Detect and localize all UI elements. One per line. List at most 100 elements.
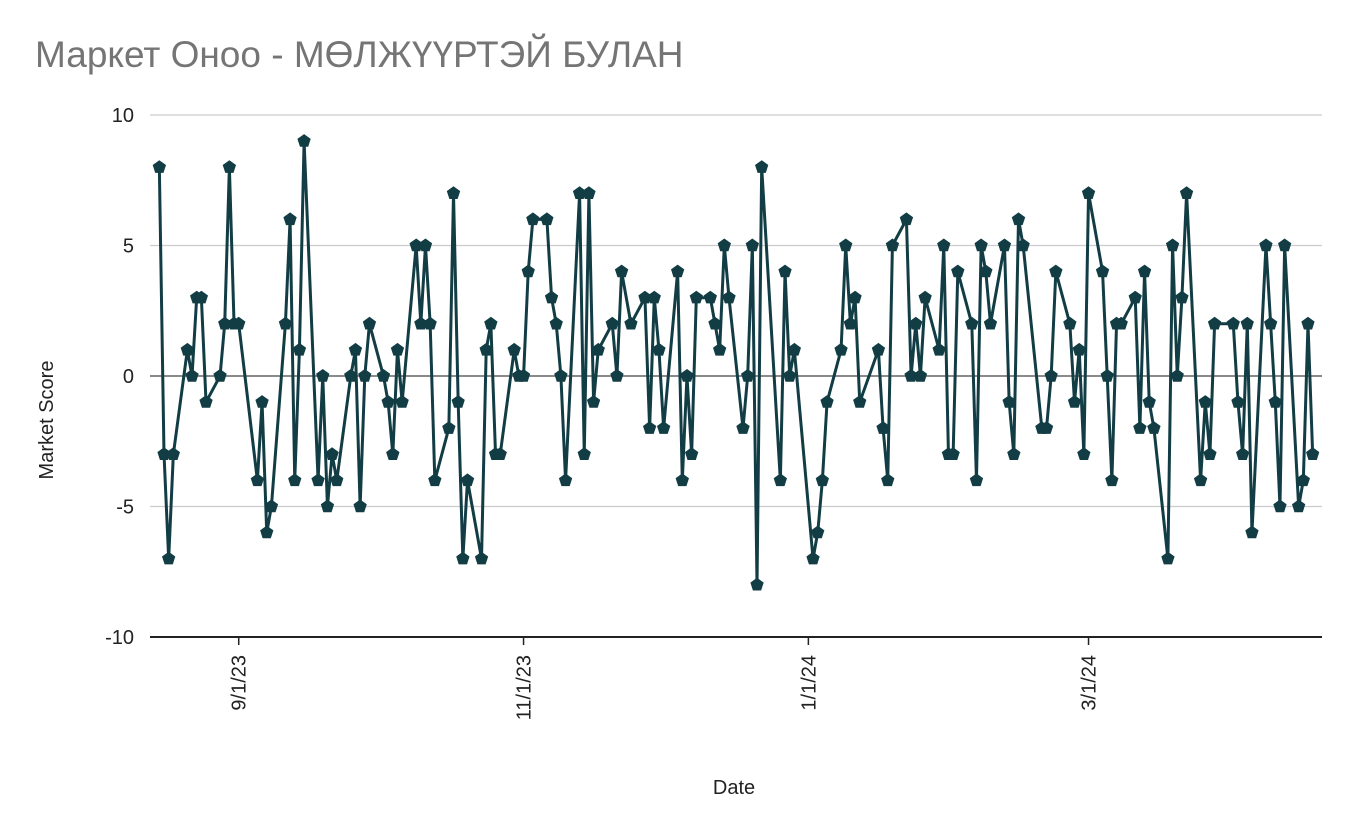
x-tick-label: 3/1/24 [1079, 655, 1101, 711]
marker [1011, 212, 1026, 226]
marker [446, 186, 461, 199]
x-axis-title: Date [713, 777, 755, 799]
marker [909, 316, 923, 330]
marker [288, 473, 302, 487]
marker [418, 238, 433, 252]
marker [395, 395, 409, 408]
y-tick-label: 0 [123, 366, 134, 388]
marker [657, 421, 671, 434]
marker [876, 421, 890, 434]
marker [689, 290, 703, 304]
marker [1292, 499, 1306, 513]
y-axis-title: Market Score [36, 361, 58, 480]
y-tick-label: -5 [116, 497, 134, 519]
marker [484, 316, 498, 330]
marker [983, 316, 998, 330]
marker [1245, 525, 1259, 539]
marker [1193, 473, 1208, 487]
marker [843, 316, 858, 330]
x-tick-label: 1/1/24 [798, 655, 820, 711]
marker [218, 316, 232, 330]
marker [969, 473, 984, 487]
y-tick-label: -10 [105, 627, 134, 649]
marker [778, 264, 792, 278]
marker [997, 238, 1012, 252]
marker [493, 447, 507, 460]
marker [572, 186, 587, 199]
marker [264, 499, 279, 513]
marker [1147, 421, 1161, 434]
marker [839, 238, 853, 252]
marker [713, 342, 727, 356]
marker [1081, 186, 1096, 199]
marker [946, 447, 960, 460]
marker [325, 447, 339, 460]
marker [605, 316, 619, 330]
marker [232, 316, 246, 330]
marker [1133, 421, 1147, 434]
chart-title: Маркет Оноо - МӨЛЖҮҮРТЭЙ БУЛАН [35, 33, 684, 75]
marker [951, 264, 965, 278]
marker [278, 316, 293, 330]
marker [745, 238, 759, 252]
marker [1128, 290, 1142, 304]
marker [1063, 316, 1077, 330]
marker [1259, 238, 1273, 252]
marker [1226, 316, 1240, 330]
marker [152, 160, 166, 173]
marker [783, 369, 797, 382]
marker [311, 473, 325, 487]
marker [348, 342, 363, 356]
marker [1175, 290, 1189, 304]
marker [213, 369, 227, 382]
marker [871, 342, 886, 356]
marker [1049, 264, 1063, 278]
marker [1067, 395, 1082, 408]
marker [344, 369, 358, 382]
marker [1002, 395, 1016, 408]
marker [1301, 316, 1315, 330]
marker [479, 342, 493, 356]
marker [741, 369, 755, 382]
marker [157, 447, 171, 460]
marker [386, 447, 400, 460]
marker [675, 473, 689, 487]
marker [703, 290, 717, 304]
marker [1273, 499, 1287, 513]
marker [250, 473, 265, 487]
marker [586, 395, 601, 408]
marker [474, 551, 489, 565]
marker [390, 342, 405, 356]
marker [442, 421, 456, 434]
marker [965, 316, 979, 330]
marker [979, 264, 993, 278]
marker [643, 421, 657, 434]
marker [376, 369, 391, 382]
marker [451, 395, 465, 408]
marker [358, 369, 372, 382]
marker [1161, 551, 1175, 565]
marker [853, 395, 867, 408]
marker [162, 551, 176, 565]
x-tick-label: 9/1/23 [229, 655, 251, 711]
marker [1179, 186, 1194, 199]
marker [1268, 395, 1282, 408]
marker [180, 342, 194, 356]
marker [1231, 395, 1245, 408]
marker [614, 264, 629, 278]
marker [815, 473, 829, 487]
marker [811, 525, 825, 539]
marker [316, 369, 330, 382]
marker [297, 134, 311, 147]
marker [1072, 342, 1086, 356]
marker [1105, 473, 1119, 487]
marker [362, 316, 377, 330]
marker [1240, 316, 1254, 330]
marker [1077, 447, 1091, 460]
marker [283, 212, 297, 226]
marker [185, 369, 199, 382]
marker [1296, 473, 1310, 487]
marker [1306, 447, 1320, 460]
marker [787, 342, 801, 356]
